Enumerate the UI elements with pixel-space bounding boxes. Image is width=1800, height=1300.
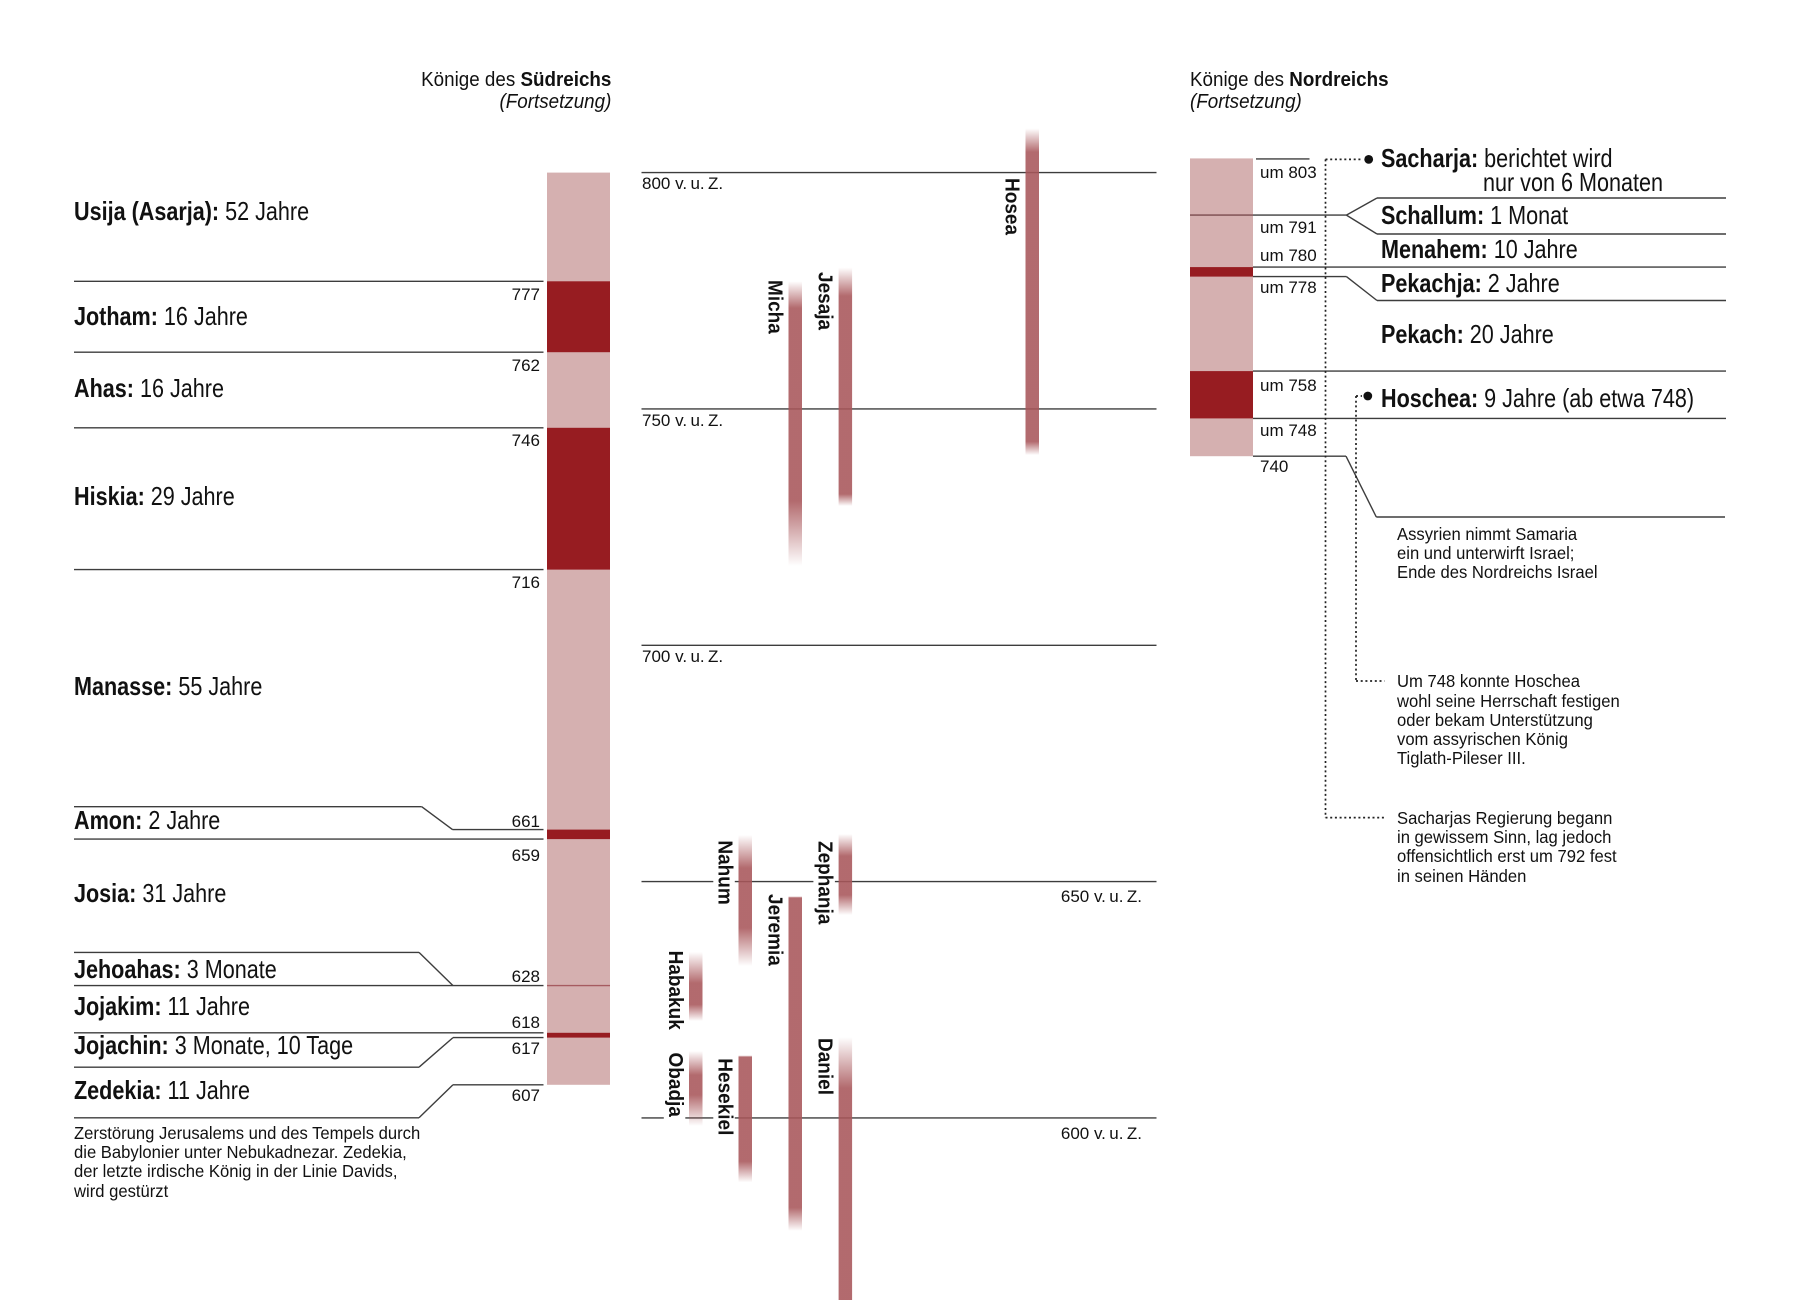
svg-text:Zephanja: Zephanja xyxy=(813,841,836,925)
svg-text:Hosea: Hosea xyxy=(1000,178,1023,235)
svg-text:Nahum: Nahum xyxy=(713,840,736,904)
svg-text:Jeremia: Jeremia xyxy=(763,894,786,966)
svg-text:Micha: Micha xyxy=(763,280,786,334)
svg-text:Jesaja: Jesaja xyxy=(813,272,836,330)
svg-text:Obadja: Obadja xyxy=(664,1053,687,1118)
svg-text:Habakuk: Habakuk xyxy=(664,951,687,1030)
svg-text:Daniel: Daniel xyxy=(813,1038,836,1095)
svg-text:Hesekiel: Hesekiel xyxy=(713,1058,736,1135)
